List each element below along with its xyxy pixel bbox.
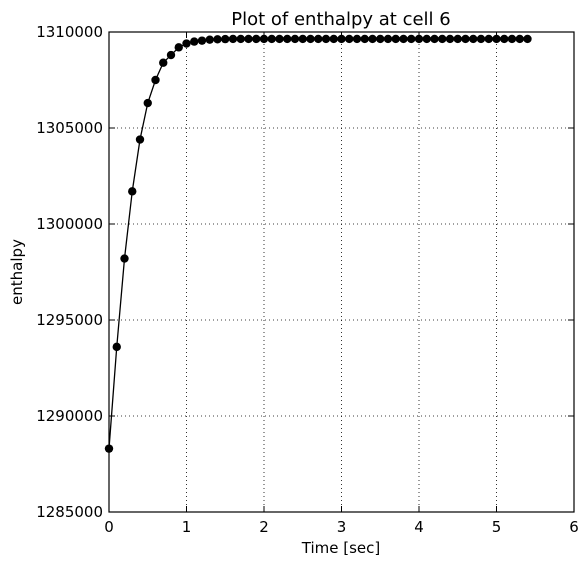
axis-ticks: 0 1 2 3 4 5 6 1285000 1290000 1295000 1300000 13050…: [36, 23, 579, 536]
data-point: [159, 58, 168, 67]
data-point: [221, 34, 230, 44]
data-point: [430, 34, 439, 44]
data-point: [345, 34, 354, 44]
data-point: [143, 98, 152, 108]
data-point: [298, 34, 307, 44]
data-point: [484, 34, 493, 44]
data-point: [283, 34, 292, 44]
series-line: [108, 38, 528, 449]
data-point: [267, 34, 276, 44]
data-point: [368, 34, 377, 44]
x-axis-label: Time [sec]: [301, 539, 380, 557]
data-point: [407, 34, 416, 44]
data-point: [399, 34, 408, 44]
x-tick-label: 2: [259, 518, 269, 536]
y-tick-label: 1300000: [36, 215, 103, 233]
x-tick-label: 0: [104, 518, 114, 536]
data-point: [174, 43, 183, 52]
y-tick-label: 1295000: [36, 311, 103, 329]
data-point: [383, 34, 393, 44]
series-line-group: [108, 38, 528, 449]
data-point: [135, 135, 145, 144]
data-point: [321, 34, 331, 44]
data-point: [213, 35, 222, 44]
data-point: [182, 39, 191, 48]
data-point: [476, 34, 486, 44]
data-point: [515, 34, 524, 44]
x-tick-label: 1: [182, 518, 192, 536]
data-point: [128, 187, 137, 196]
data-point: [422, 34, 431, 44]
plot-frame: [108, 31, 575, 513]
data-point: [197, 36, 207, 45]
data-point: [275, 34, 284, 44]
data-point: [337, 34, 346, 44]
y-axis-label: enthalpy: [8, 239, 26, 305]
data-point: [453, 34, 462, 44]
data-point: [151, 75, 160, 85]
data-point: [376, 34, 385, 44]
data-point: [306, 34, 315, 44]
data-point: [414, 34, 424, 44]
data-point: [314, 34, 323, 44]
data-point: [360, 34, 369, 44]
y-tick-label: 1310000: [36, 23, 103, 41]
data-point: [523, 34, 532, 44]
data-point: [469, 34, 478, 44]
data-point: [290, 34, 300, 44]
data-point: [492, 34, 501, 44]
data-point: [252, 34, 261, 44]
y-tick-label: 1290000: [36, 407, 103, 425]
data-point: [228, 34, 238, 44]
x-tick-label: 6: [569, 518, 579, 536]
data-point: [112, 342, 121, 352]
data-point: [461, 34, 470, 44]
data-point: [190, 37, 199, 46]
data-point: [329, 34, 338, 44]
grid: [109, 32, 574, 512]
x-tick-label: 4: [414, 518, 424, 536]
data-point: [244, 34, 253, 44]
y-tick-label: 1305000: [36, 119, 103, 137]
data-point: [391, 34, 400, 44]
data-point: [259, 34, 269, 44]
x-tick-label: 5: [492, 518, 502, 536]
y-tick-label: 1285000: [36, 503, 103, 521]
data-point: [500, 34, 509, 44]
data-point: [120, 254, 129, 263]
x-tick-label: 3: [337, 518, 347, 536]
data-point: [166, 50, 176, 60]
data-point: [205, 35, 214, 44]
data-point: [507, 34, 517, 44]
data-point: [236, 34, 245, 44]
chart-title: Plot of enthalpy at cell 6: [231, 9, 450, 30]
data-point: [445, 34, 455, 44]
data-points: [104, 34, 532, 453]
data-point: [438, 34, 447, 44]
data-point: [352, 34, 362, 44]
